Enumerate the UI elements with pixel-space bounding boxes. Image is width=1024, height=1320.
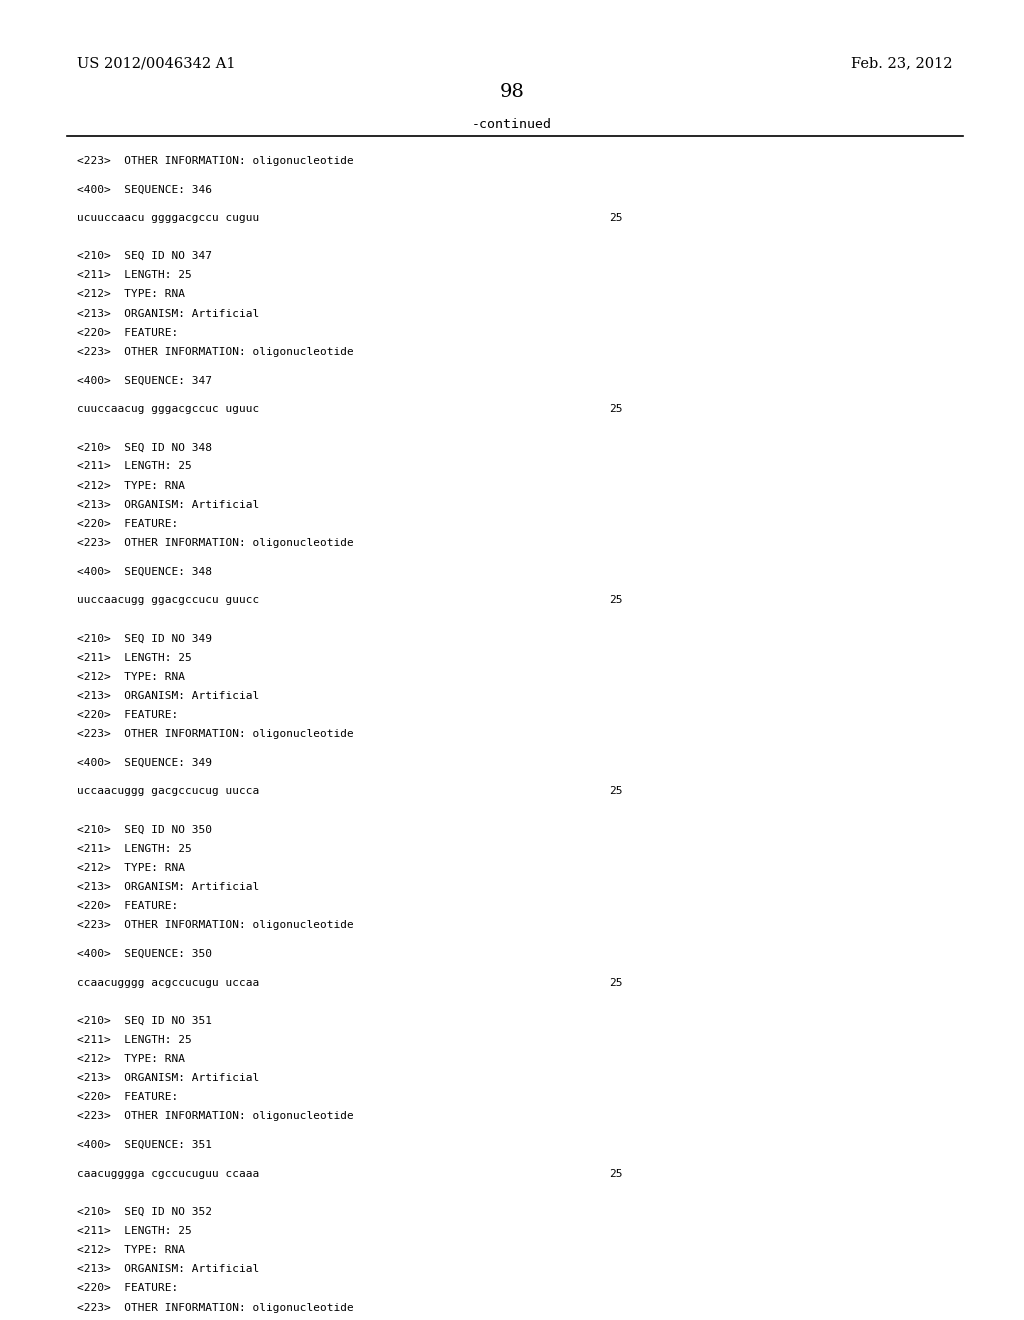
Text: <211>  LENGTH: 25: <211> LENGTH: 25	[77, 652, 191, 663]
Text: ccaacugggg acgccucugu uccaa: ccaacugggg acgccucugu uccaa	[77, 978, 259, 987]
Text: <223>  OTHER INFORMATION: oligonucleotide: <223> OTHER INFORMATION: oligonucleotide	[77, 1303, 353, 1312]
Text: <210>  SEQ ID NO 351: <210> SEQ ID NO 351	[77, 1015, 212, 1026]
Text: <212>  TYPE: RNA: <212> TYPE: RNA	[77, 672, 184, 681]
Text: <210>  SEQ ID NO 350: <210> SEQ ID NO 350	[77, 825, 212, 834]
Text: <211>  LENGTH: 25: <211> LENGTH: 25	[77, 462, 191, 471]
Text: uuccaacugg ggacgccucu guucc: uuccaacugg ggacgccucu guucc	[77, 595, 259, 606]
Text: <400>  SEQUENCE: 349: <400> SEQUENCE: 349	[77, 758, 212, 768]
Text: 25: 25	[609, 404, 623, 414]
Text: <212>  TYPE: RNA: <212> TYPE: RNA	[77, 1053, 184, 1064]
Text: <211>  LENGTH: 25: <211> LENGTH: 25	[77, 843, 191, 854]
Text: <220>  FEATURE:: <220> FEATURE:	[77, 1092, 178, 1102]
Text: <213>  ORGANISM: Artificial: <213> ORGANISM: Artificial	[77, 1073, 259, 1084]
Text: <400>  SEQUENCE: 350: <400> SEQUENCE: 350	[77, 949, 212, 958]
Text: <220>  FEATURE:: <220> FEATURE:	[77, 327, 178, 338]
Text: 25: 25	[609, 787, 623, 796]
Text: <212>  TYPE: RNA: <212> TYPE: RNA	[77, 480, 184, 491]
Text: <223>  OTHER INFORMATION: oligonucleotide: <223> OTHER INFORMATION: oligonucleotide	[77, 539, 353, 548]
Text: caacugggga cgccucuguu ccaaa: caacugggga cgccucuguu ccaaa	[77, 1168, 259, 1179]
Text: <210>  SEQ ID NO 349: <210> SEQ ID NO 349	[77, 634, 212, 643]
Text: ucuuccaacu ggggacgccu cuguu: ucuuccaacu ggggacgccu cuguu	[77, 213, 259, 223]
Text: <212>  TYPE: RNA: <212> TYPE: RNA	[77, 289, 184, 300]
Text: <220>  FEATURE:: <220> FEATURE:	[77, 1283, 178, 1294]
Text: 25: 25	[609, 1168, 623, 1179]
Text: <223>  OTHER INFORMATION: oligonucleotide: <223> OTHER INFORMATION: oligonucleotide	[77, 729, 353, 739]
Text: <213>  ORGANISM: Artificial: <213> ORGANISM: Artificial	[77, 500, 259, 510]
Text: <400>  SEQUENCE: 347: <400> SEQUENCE: 347	[77, 375, 212, 385]
Text: <220>  FEATURE:: <220> FEATURE:	[77, 902, 178, 911]
Text: <223>  OTHER INFORMATION: oligonucleotide: <223> OTHER INFORMATION: oligonucleotide	[77, 347, 353, 356]
Text: cuuccaacug gggacgccuc uguuc: cuuccaacug gggacgccuc uguuc	[77, 404, 259, 414]
Text: <211>  LENGTH: 25: <211> LENGTH: 25	[77, 271, 191, 280]
Text: US 2012/0046342 A1: US 2012/0046342 A1	[77, 57, 236, 70]
Text: uccaacuggg gacgccucug uucca: uccaacuggg gacgccucug uucca	[77, 787, 259, 796]
Text: <223>  OTHER INFORMATION: oligonucleotide: <223> OTHER INFORMATION: oligonucleotide	[77, 920, 353, 931]
Text: <213>  ORGANISM: Artificial: <213> ORGANISM: Artificial	[77, 309, 259, 318]
Text: <220>  FEATURE:: <220> FEATURE:	[77, 519, 178, 529]
Text: <210>  SEQ ID NO 352: <210> SEQ ID NO 352	[77, 1206, 212, 1217]
Text: <223>  OTHER INFORMATION: oligonucleotide: <223> OTHER INFORMATION: oligonucleotide	[77, 1111, 353, 1122]
Text: <210>  SEQ ID NO 347: <210> SEQ ID NO 347	[77, 251, 212, 261]
Text: 25: 25	[609, 595, 623, 606]
Text: Feb. 23, 2012: Feb. 23, 2012	[851, 57, 952, 70]
Text: <212>  TYPE: RNA: <212> TYPE: RNA	[77, 863, 184, 873]
Text: <213>  ORGANISM: Artificial: <213> ORGANISM: Artificial	[77, 1265, 259, 1274]
Text: <210>  SEQ ID NO 348: <210> SEQ ID NO 348	[77, 442, 212, 453]
Text: <213>  ORGANISM: Artificial: <213> ORGANISM: Artificial	[77, 882, 259, 892]
Text: <211>  LENGTH: 25: <211> LENGTH: 25	[77, 1226, 191, 1236]
Text: <213>  ORGANISM: Artificial: <213> ORGANISM: Artificial	[77, 690, 259, 701]
Text: -continued: -continued	[472, 117, 552, 131]
Text: 25: 25	[609, 213, 623, 223]
Text: <211>  LENGTH: 25: <211> LENGTH: 25	[77, 1035, 191, 1045]
Text: <400>  SEQUENCE: 348: <400> SEQUENCE: 348	[77, 566, 212, 577]
Text: 98: 98	[500, 83, 524, 102]
Text: <220>  FEATURE:: <220> FEATURE:	[77, 710, 178, 719]
Text: <400>  SEQUENCE: 351: <400> SEQUENCE: 351	[77, 1140, 212, 1150]
Text: <400>  SEQUENCE: 346: <400> SEQUENCE: 346	[77, 185, 212, 194]
Text: <212>  TYPE: RNA: <212> TYPE: RNA	[77, 1245, 184, 1255]
Text: <223>  OTHER INFORMATION: oligonucleotide: <223> OTHER INFORMATION: oligonucleotide	[77, 156, 353, 166]
Text: 25: 25	[609, 978, 623, 987]
